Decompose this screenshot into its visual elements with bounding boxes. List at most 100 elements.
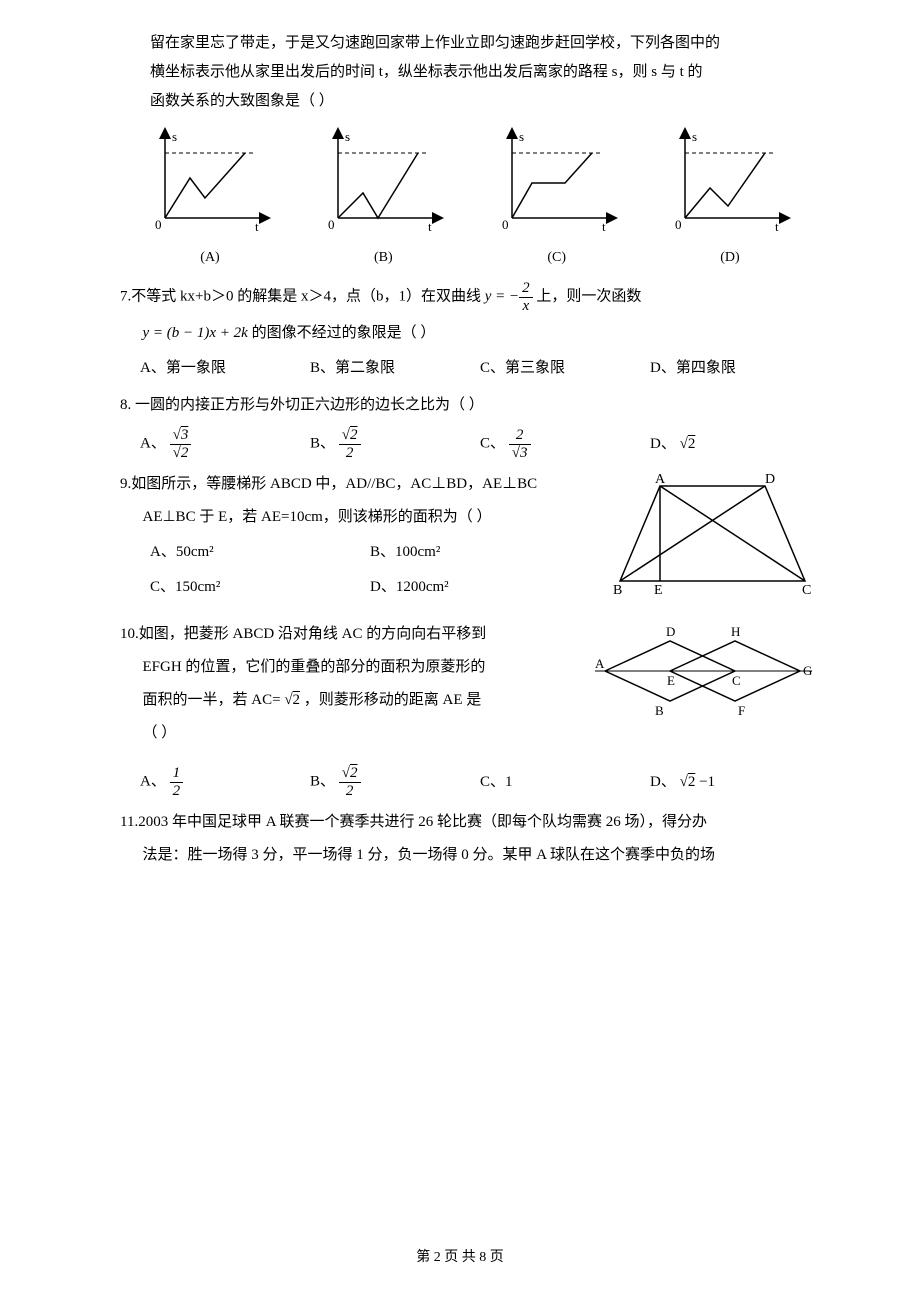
- q10-opt-a: A、 12: [140, 765, 310, 799]
- q9-opts-row2: C、150cm² D、1200cm²: [150, 574, 590, 601]
- q10-sqrt2: √2: [284, 692, 300, 708]
- q9-options: A、50cm² B、100cm² C、150cm² D、1200cm²: [150, 539, 590, 601]
- q10-label-d: D: [666, 624, 675, 639]
- question-11: 11.2003 年中国足球甲 A 联赛一个赛季共进行 26 轮比赛（即每个队均需…: [120, 809, 820, 869]
- chart-b: s t 0 (B): [313, 123, 453, 270]
- q8-opt-c: C、 2√3: [480, 427, 650, 461]
- q9-opt-b: B、100cm²: [370, 539, 440, 566]
- q9-label-c: C: [802, 583, 811, 598]
- page-footer: 第 2 页 共 8 页: [0, 1245, 920, 1270]
- chart-d-label: (D): [660, 245, 800, 270]
- q9-line2: AE⊥BC 于 E，若 AE=10cm，则该梯形的面积为（ ）: [120, 504, 590, 531]
- chart-b-label: (B): [313, 245, 453, 270]
- q9-opt-d-text: D、1200cm²: [370, 579, 449, 595]
- question-7: 7.不等式 kx+b＞0 的解集是 x＞4，点（b，1）在双曲线 y = −2x…: [120, 280, 820, 382]
- intro-para-2: 横坐标表示他从家里出发后的时间 t，纵坐标表示他出发后离家的路程 s，则 s 与…: [120, 59, 820, 86]
- q9-line1: 9.如图所示，等腰梯形 ABCD 中，AD//BC，AC⊥BD，AE⊥BC: [120, 471, 590, 498]
- q9-label-a: A: [655, 472, 666, 487]
- q8-c-label: C、: [480, 436, 505, 452]
- question-9: 9.如图所示，等腰梯形 ABCD 中，AD//BC，AC⊥BD，AE⊥BC AE…: [120, 471, 820, 611]
- q9-opt-b-text: B、100cm²: [370, 544, 440, 560]
- chart-c-label: (C): [487, 245, 627, 270]
- q9-opt-c: C、150cm²: [150, 574, 310, 601]
- q10-label-g: G: [803, 663, 812, 678]
- q10-b-frac: √22: [339, 765, 361, 799]
- svg-text:s: s: [345, 129, 350, 144]
- q8-b-label: B、: [310, 436, 335, 452]
- q10-label-b: B: [655, 703, 664, 718]
- q9-trapezoid-svg: A D B E C: [610, 471, 820, 601]
- chart-d: s t 0 (D): [660, 123, 800, 270]
- q9-label-e: E: [654, 583, 663, 598]
- q8-opt-d: D、 √2: [650, 431, 820, 458]
- q11-line1: 11.2003 年中国足球甲 A 联赛一个赛季共进行 26 轮比赛（即每个队均需…: [120, 809, 820, 836]
- q7-line1: 7.不等式 kx+b＞0 的解集是 x＞4，点（b，1）在双曲线 y = −2x…: [120, 280, 820, 314]
- q8-d-label: D、: [650, 436, 676, 452]
- q10-line3-start: 面积的一半，若 AC=: [143, 692, 281, 708]
- chart-a: s t 0 (A): [140, 123, 280, 270]
- q10-options: A、 12 B、 √22 C、1 D、 √2 −1: [140, 765, 820, 799]
- q10-label-e: E: [667, 673, 675, 688]
- svg-text:s: s: [172, 129, 177, 144]
- chart-c: s t 0 (C): [487, 123, 627, 270]
- q10-b-label: B、: [310, 774, 335, 790]
- q7-line2-formula: y = (b − 1)x + 2k: [143, 325, 248, 341]
- chart-a-svg: s t 0: [140, 123, 280, 233]
- q7-formula-y: y = −: [485, 289, 519, 305]
- q10-label-f: F: [738, 703, 745, 718]
- q8-a-frac: √3√2: [170, 427, 192, 461]
- q9-opt-a: A、50cm²: [150, 539, 310, 566]
- svg-text:0: 0: [328, 217, 335, 232]
- q8-b-frac: √22: [339, 427, 361, 461]
- q8-opt-a: A、 √3√2: [140, 427, 310, 461]
- q7-text-start: 7.不等式 kx+b＞0 的解集是 x＞4，点（b，1）在双曲线: [120, 289, 485, 305]
- q10-a-frac: 12: [170, 765, 184, 799]
- q9-label-d: D: [765, 472, 775, 487]
- q8-options: A、 √3√2 B、 √22 C、 2√3 D、 √2: [140, 427, 820, 461]
- q10-line4: （ ）: [120, 720, 570, 747]
- svg-text:0: 0: [155, 217, 162, 232]
- q10-opt-b: B、 √22: [310, 765, 480, 799]
- q7-frac-den: x: [519, 298, 533, 315]
- q9-opt-d: D、1200cm²: [370, 574, 449, 601]
- svg-text:0: 0: [502, 217, 509, 232]
- svg-text:t: t: [428, 219, 432, 233]
- q9-opt-a-text: A、50cm²: [150, 544, 214, 560]
- q10-line1: 10.如图，把菱形 ABCD 沿对角线 AC 的方向向右平移到: [120, 621, 570, 648]
- q10-rhombus-svg: D H A E C G B F: [590, 621, 820, 721]
- chart-a-label: (A): [140, 245, 280, 270]
- question-8: 8. 一圆的内接正方形与外切正六边形的边长之比为（ ） A、 √3√2 B、 √…: [120, 392, 820, 461]
- q10-d-label: D、: [650, 774, 676, 790]
- intro-para-3: 函数关系的大致图象是（ ）: [120, 88, 820, 115]
- q10-label-c: C: [732, 673, 741, 688]
- q10-figure: D H A E C G B F: [590, 621, 820, 753]
- chart-c-svg: s t 0: [487, 123, 627, 233]
- q7-opt-c: C、第三象限: [480, 355, 650, 382]
- q7-opt-d: D、第四象限: [650, 355, 820, 382]
- svg-text:0: 0: [675, 217, 682, 232]
- q10-label-a: A: [595, 656, 605, 671]
- q8-d-sqrt: √2: [680, 436, 696, 452]
- q10-content: 10.如图，把菱形 ABCD 沿对角线 AC 的方向向右平移到 EFGH 的位置…: [120, 621, 570, 753]
- q9-opts-row1: A、50cm² B、100cm²: [150, 539, 590, 566]
- svg-text:t: t: [255, 219, 259, 233]
- q10-line2: EFGH 的位置，它们的重叠的部分的面积为原菱形的: [120, 654, 570, 681]
- q9-opt-c-text: C、150cm²: [150, 579, 220, 595]
- svg-text:s: s: [519, 129, 524, 144]
- q7-frac: 2x: [519, 280, 533, 314]
- q10-line3: 面积的一半，若 AC= √2 ，则菱形移动的距离 AE 是: [120, 687, 570, 714]
- q10-line3-end: ，则菱形移动的距离 AE 是: [304, 692, 482, 708]
- q9-content: 9.如图所示，等腰梯形 ABCD 中，AD//BC，AC⊥BD，AE⊥BC AE…: [120, 471, 590, 611]
- chart-b-svg: s t 0: [313, 123, 453, 233]
- q10-opt-d: D、 √2 −1: [650, 769, 820, 796]
- q8-c-frac: 2√3: [509, 427, 531, 461]
- charts-row: s t 0 (A) s t 0 (B) s t 0 (C): [120, 123, 820, 270]
- q11-line2: 法是：胜一场得 3 分，平一场得 1 分，负一场得 0 分。某甲 A 球队在这个…: [120, 842, 820, 869]
- q8-text: 8. 一圆的内接正方形与外切正六边形的边长之比为（ ）: [120, 392, 820, 419]
- q7-line2-text: 的图像不经过的象限是（ ）: [252, 325, 436, 341]
- q8-opt-b: B、 √22: [310, 427, 480, 461]
- q7-frac-num: 2: [519, 280, 533, 298]
- q9-label-b: B: [613, 583, 622, 598]
- svg-text:t: t: [602, 219, 606, 233]
- q10-a-label: A、: [140, 774, 166, 790]
